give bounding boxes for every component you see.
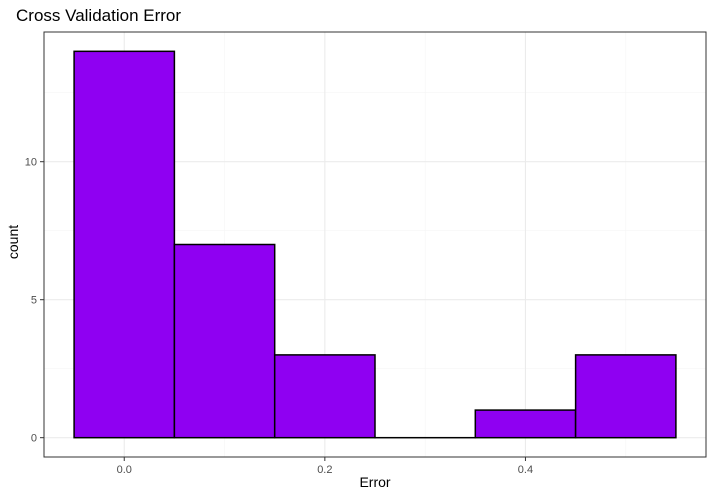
histogram-bar [474, 409, 577, 439]
y-axis-ticks: 0 5 10 [25, 157, 44, 445]
histogram-bar [73, 50, 176, 439]
histogram-bar [273, 354, 376, 439]
y-tick-label: 10 [25, 157, 37, 169]
histogram-bars [73, 50, 677, 439]
histogram-bar [574, 354, 677, 439]
y-tick-label: 0 [31, 433, 37, 445]
x-tick-label: 0.0 [117, 464, 132, 476]
x-tick-label: 0.2 [317, 464, 332, 476]
y-axis-title: count [5, 225, 21, 259]
chart-title: Cross Validation Error [16, 6, 181, 25]
x-axis-ticks: 0.0 0.2 0.4 [117, 457, 533, 476]
x-axis-title: Error [359, 474, 390, 490]
x-tick-label: 0.4 [518, 464, 533, 476]
panel-border [43, 31, 707, 458]
y-tick-label: 5 [31, 295, 37, 307]
histogram-bar [173, 243, 276, 439]
